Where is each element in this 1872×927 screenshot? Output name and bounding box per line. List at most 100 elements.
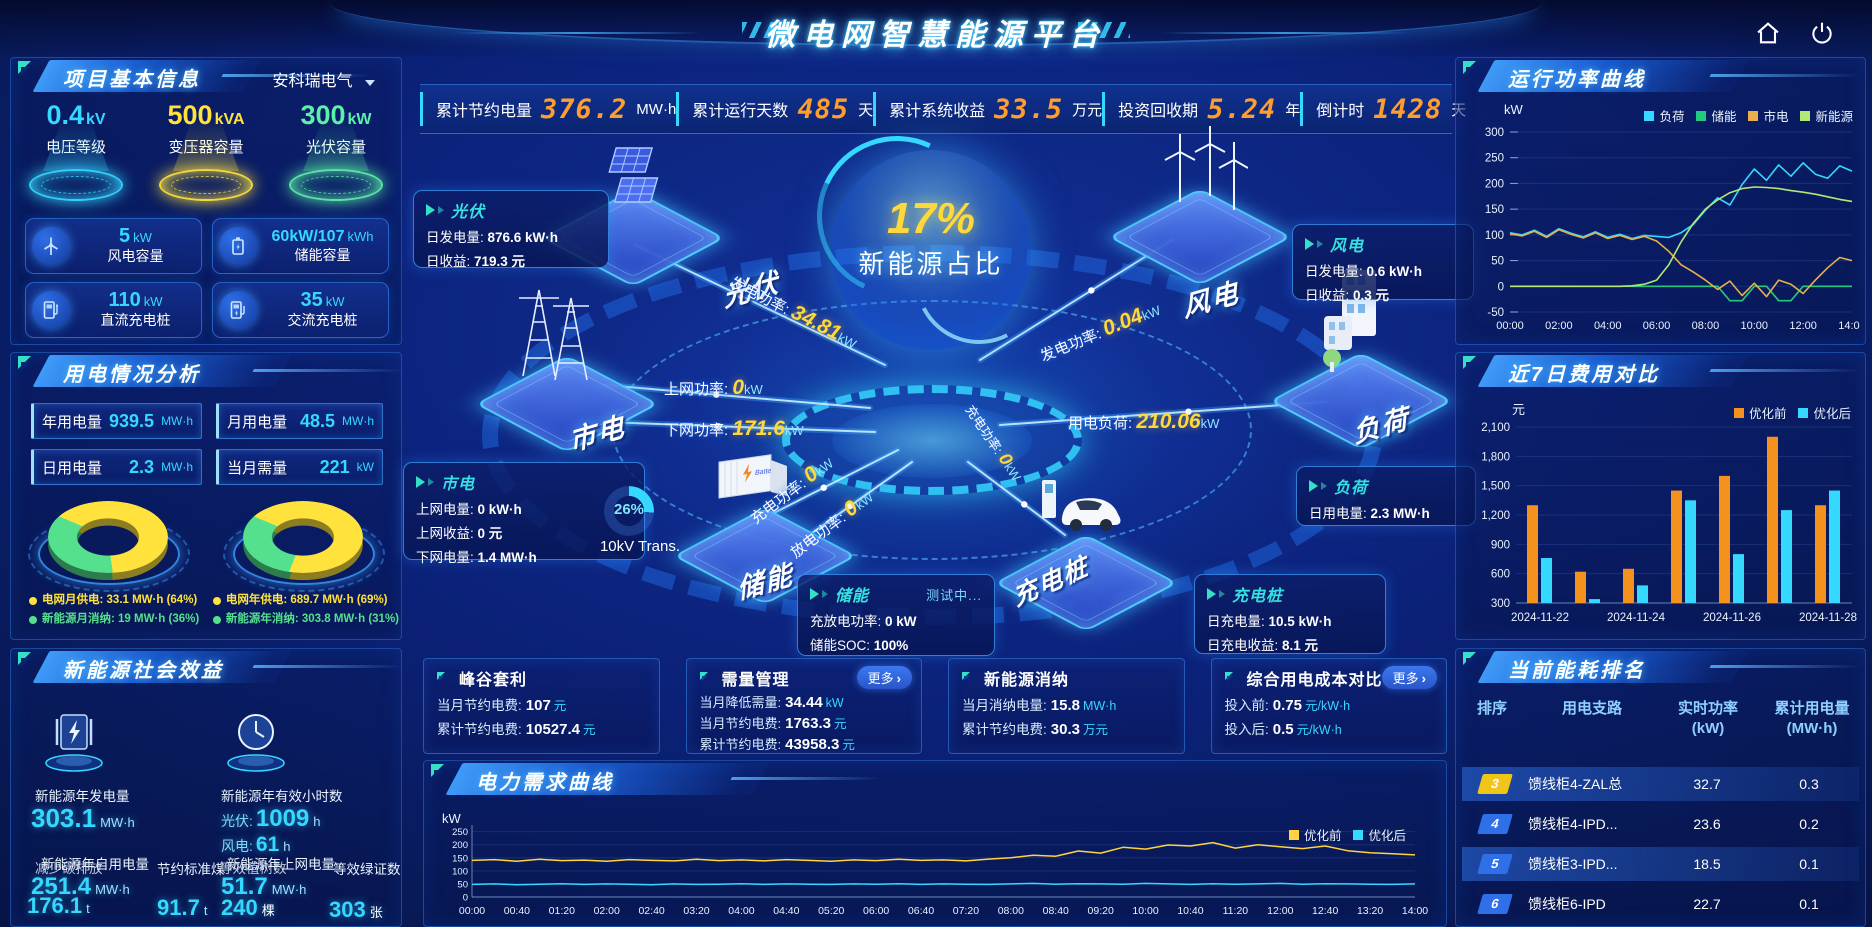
header-line2: (MW·h): [1786, 720, 1838, 737]
demand-curve-chart[interactable]: 250 200 150 100 50 000:00 00:40 01:20 02:00 02:40…: [440, 817, 1430, 921]
company-select-value: 安科瑞电气: [272, 73, 353, 90]
capacity-card-1: 60kW/107 kWh 储能容量: [212, 218, 389, 274]
more-label: 更多: [1392, 671, 1419, 686]
row-label: 当月节约电费:: [699, 716, 782, 731]
legend-label: 优化后: [1368, 829, 1406, 843]
more-button[interactable]: 更多 ›: [1381, 666, 1437, 689]
home-button[interactable]: [1750, 15, 1786, 51]
podium-glow-ring: [289, 169, 383, 201]
row-label: 当月消纳电量:: [962, 698, 1047, 713]
ranking-row-1[interactable]: 4 馈线柜4-IPD... 23.6 0.2: [1462, 807, 1859, 841]
info-value: 0.6 kW·h: [1366, 264, 1423, 279]
bottom-panel-row: 投入后: 0.5 元/kW·h: [1225, 718, 1434, 738]
grid-node-platform[interactable]: [475, 355, 659, 453]
co2-label: 减少碳排放: [35, 861, 103, 876]
top-stat-unit: 万元: [1072, 101, 1103, 119]
legend-item: 优化前: [1733, 403, 1786, 422]
donut-legends: 电网月供电: 33.1 MW·h (64%) 新能源月消纳: 19 MW·h (3…: [29, 591, 399, 629]
energy-total: 0.3: [1799, 776, 1819, 792]
row-unit: 元: [842, 738, 855, 752]
legend-text: 新能源月消纳: 19 MW·h (36%): [42, 613, 200, 625]
ac-charger-icon: [219, 291, 257, 329]
donut-legend-item: 新能源月消纳: 19 MW·h (36%): [29, 610, 209, 629]
pv-panel-title: 光伏: [426, 198, 596, 222]
legend-text: 电网月供电: 33.1 MW·h (64%): [42, 594, 198, 606]
panel-corner-icon: [18, 652, 42, 676]
more-label: 更多: [867, 671, 894, 686]
bottom-panel-row: 投入前: 0.75 元/kW·h: [1225, 694, 1434, 714]
bottom-panel-row: 当月降低需量: 34.44 kW: [700, 692, 909, 711]
info-label: 储能SOC:: [810, 638, 874, 653]
svg-text:12:00: 12:00: [1267, 905, 1293, 917]
rank-badge: 5: [1477, 854, 1513, 874]
capacity-card-2: 110 kW 直流充电桩: [25, 282, 202, 338]
demand-curve-header: 电力需求曲线: [424, 761, 1446, 799]
charger-info-rows: 日充电量: 10.5 kW·h 日充电收益: 8.1 元: [1207, 610, 1373, 654]
legend-swatch: [1696, 110, 1707, 121]
charger-info-panel: 充电桩 日充电量: 10.5 kW·h 日充电收益: 8.1 元: [1194, 574, 1386, 654]
power-button[interactable]: [1804, 15, 1840, 51]
more-button[interactable]: 更多 ›: [856, 666, 912, 689]
panel-mini-icon: [962, 671, 976, 685]
capacity-card-value: 5 kW: [76, 226, 195, 247]
info-row: 日收益: 0.3 元: [1305, 284, 1461, 304]
coal-value: 91.7 t: [157, 895, 208, 920]
charger-panel-title: 充电桩: [1207, 582, 1373, 606]
legend-label: 负荷: [1659, 110, 1685, 124]
wind-node-platform[interactable]: [1108, 188, 1292, 286]
header-band: 微电网智慧能源平台: [0, 0, 1872, 56]
svg-text:02:00: 02:00: [1545, 320, 1573, 332]
panel-title: 当前能耗排名: [1508, 660, 1646, 682]
row-unit: 元/kW·h: [1304, 699, 1351, 713]
realtime-power: 23.6: [1693, 816, 1721, 832]
rank-col-header-1: 用电支路: [1528, 699, 1656, 739]
capacity-unit: kWh: [347, 229, 374, 244]
usage-stat-label: 年用电量: [42, 413, 103, 431]
svg-text:00:00: 00:00: [1496, 320, 1524, 332]
rank-col-header-0: 排序: [1456, 699, 1528, 739]
top-stat-label: 累计系统收益: [889, 103, 986, 120]
top-stat-4: 倒计时1428天: [1300, 92, 1466, 126]
chevron-right-icon: ›: [1421, 671, 1426, 686]
ranking-row-2[interactable]: 5 馈线柜3-IPD... 18.5 0.1: [1462, 847, 1859, 881]
svg-text:0: 0: [463, 893, 468, 904]
company-select[interactable]: 安科瑞电气: [273, 67, 375, 91]
usage-stat-unit: MW·h: [161, 460, 194, 474]
usage-stat-3: 当月需量 221 kW: [216, 449, 383, 485]
bottom-panel-2: 新能源消纳 当月消纳电量: 15.8 MW·h 累计节约电费: 30.3 万元: [948, 658, 1185, 754]
donut-legend-item: 电网月供电: 33.1 MW·h (64%): [29, 591, 209, 610]
capacity-label: 风电容量: [107, 248, 164, 264]
svg-text:04:40: 04:40: [773, 905, 799, 917]
dc-charger-icon: [32, 291, 70, 329]
ranking-row-3[interactable]: 6 馈线柜6-IPD 22.7 0.1: [1462, 887, 1859, 921]
svg-text:08:00: 08:00: [998, 905, 1024, 917]
demand-y-unit: kW: [442, 811, 461, 826]
info-value: 10.5 kW·h: [1268, 614, 1332, 629]
co2-value: 176.1 t: [27, 893, 90, 918]
svg-text:10:00: 10:00: [1741, 320, 1769, 332]
chevron-right-icon: [1219, 590, 1225, 598]
legend-swatch: [1644, 110, 1655, 121]
info-value: 8.1 元: [1282, 638, 1319, 653]
svg-text:00:40: 00:40: [504, 905, 530, 917]
legend-item: 市电: [1748, 106, 1788, 125]
info-value: 0 kW·h: [477, 502, 522, 517]
top-stat-unit: 年: [1285, 101, 1301, 119]
legend-item: 储能: [1696, 106, 1736, 125]
row-value: 43958.3: [785, 736, 840, 753]
pv-info-panel: 光伏 日发电量: 876.6 kW·h 日收益: 719.3 元: [413, 190, 609, 269]
row-label: 累计节约电费:: [699, 737, 782, 752]
bottom-panel-title-text: 新能源消纳: [984, 672, 1070, 689]
svg-text:-50: -50: [1487, 307, 1504, 319]
grid-down-flow-label: 下网功率: 171.6kW: [664, 417, 804, 440]
rank-col-header-2: 实时功率 (kW): [1656, 699, 1760, 739]
renewable-share-label: 新能源占比: [858, 249, 1004, 279]
legend-label: 储能: [1711, 110, 1737, 124]
top-stat-1: 累计运行天数 485 天: [676, 92, 873, 126]
top-stat-3: 投资回收期 5.24 年: [1102, 92, 1300, 126]
bottom-panel-title-text: 综合用电成本对比: [1246, 672, 1383, 689]
ranking-row-0[interactable]: 3 馈线柜4-ZAL总 32.7 0.3: [1462, 767, 1859, 801]
donut-shape: [242, 501, 363, 581]
